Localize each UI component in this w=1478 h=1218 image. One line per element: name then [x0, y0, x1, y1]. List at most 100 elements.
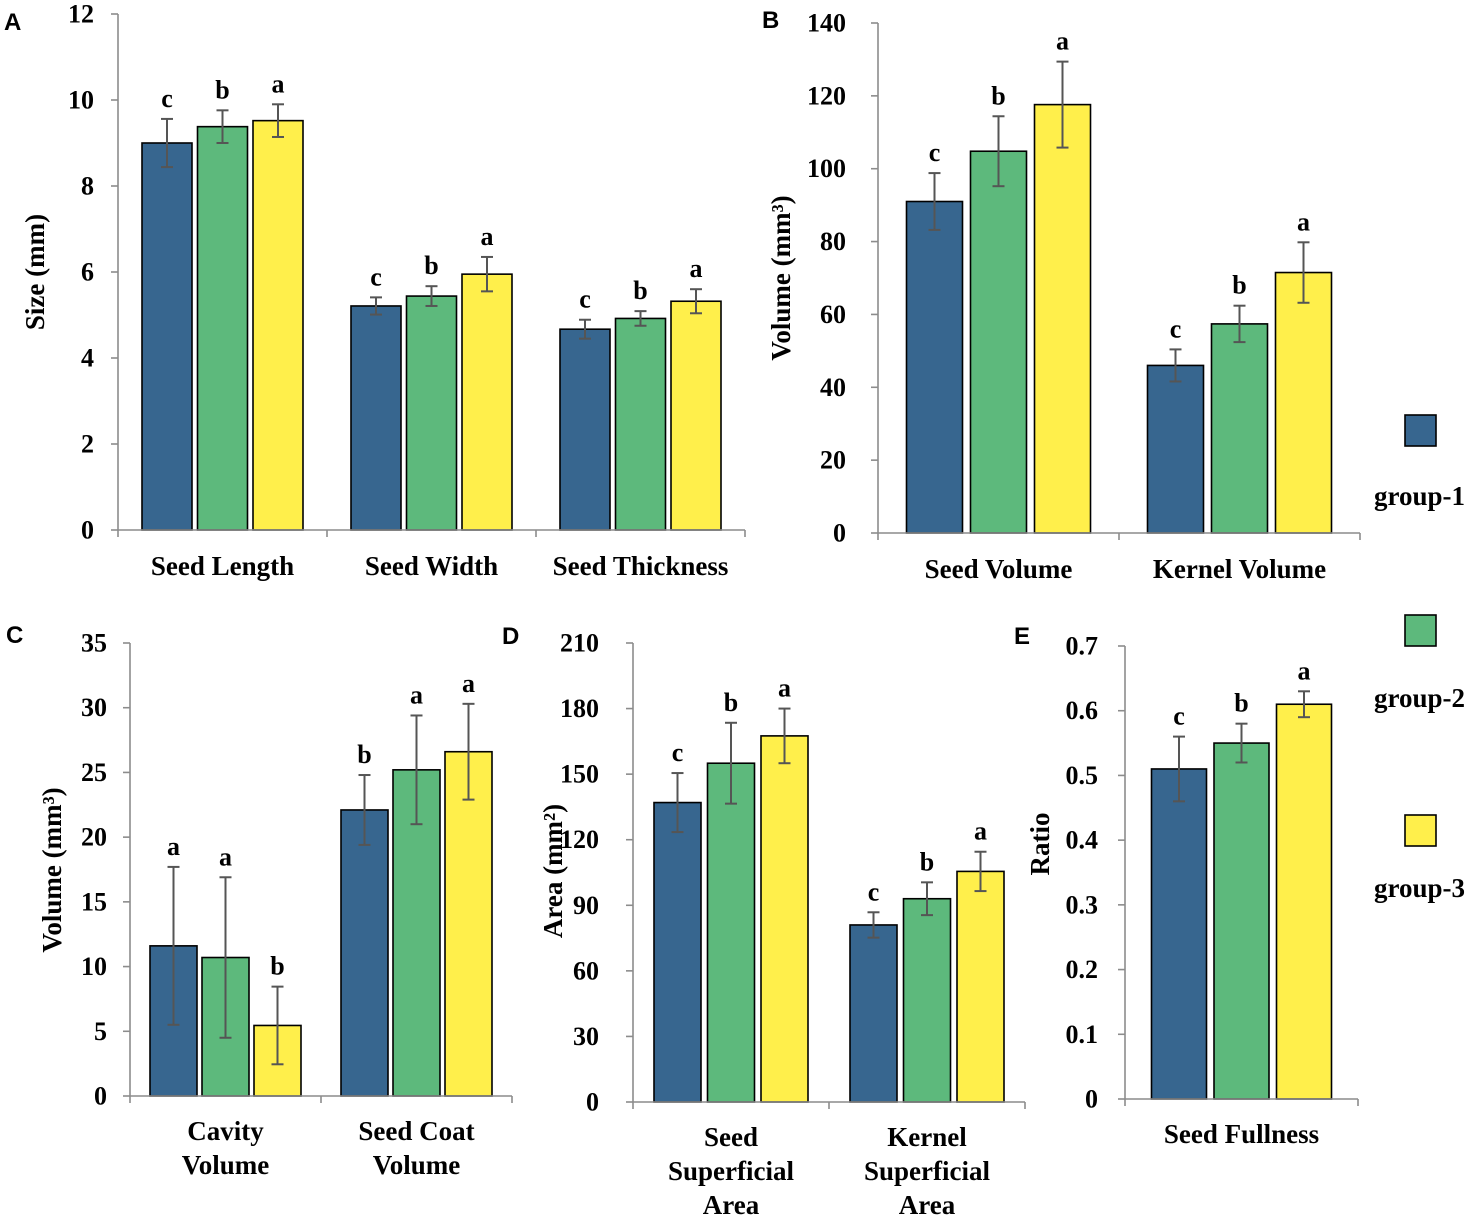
- significance-letter: a: [167, 832, 180, 861]
- significance-letter: a: [1298, 656, 1311, 685]
- bar-group-1-kernel-superficial-area: [849, 924, 898, 1103]
- y-tick-label: 0: [1085, 1085, 1098, 1114]
- significance-letter: a: [410, 680, 423, 709]
- y-tick-label: 0.2: [1066, 955, 1099, 984]
- y-tick-label: 0.1: [1066, 1020, 1099, 1049]
- significance-letter: c: [868, 877, 880, 906]
- y-axis-title: Volume (mm³): [37, 787, 67, 952]
- bar-group-3-kernel-volume: [1274, 271, 1333, 534]
- panel-b: 0 20 40 60 80 100 120 140 c c b b a a Seed Volume Kerne…: [762, 7, 1361, 584]
- bar-group-1-seed-width: [350, 305, 402, 531]
- y-axis-title: Volume (mm³): [766, 195, 796, 360]
- category-label: Area: [703, 1190, 760, 1218]
- category-label: Seed Length: [151, 551, 294, 581]
- panel-c: 0 5 10 15 20 25 30 35 a b a a b a Cavity Volume Seed Coa…: [6, 622, 513, 1180]
- y-tick-label: 0.3: [1066, 890, 1099, 919]
- panel-e: 0 0.1 0.2 0.3 0.4 0.5 0.6 0.7 c b a Seed Fullness Ra…: [1014, 623, 1359, 1149]
- error-bar: [634, 310, 647, 327]
- error-bar: [167, 865, 180, 1026]
- category-label: Seed Thickness: [553, 551, 729, 581]
- y-tick-label: 120: [807, 81, 846, 110]
- significance-letter: c: [1170, 314, 1182, 343]
- y-tick-label: 25: [81, 758, 107, 787]
- bar-group-2-seed-width: [405, 295, 458, 531]
- legend-item-group-1: group-1: [1374, 414, 1465, 511]
- y-tick-label: 180: [560, 694, 599, 723]
- y-tick-label: 12: [68, 0, 94, 29]
- legend-label: group-2: [1374, 683, 1465, 713]
- category-label: Cavity: [187, 1116, 264, 1146]
- y-tick-label: 0: [833, 519, 846, 548]
- y-tick-label: 5: [94, 1017, 107, 1046]
- bars: [141, 119, 722, 531]
- significance-letter: a: [219, 842, 232, 871]
- error-bar: [272, 103, 284, 138]
- error-bar: [1233, 304, 1246, 344]
- bar-group-2-seed-thickness: [614, 317, 667, 531]
- error-bar: [425, 285, 438, 307]
- significance-letter: a: [272, 69, 285, 98]
- y-tick-label: 140: [807, 9, 846, 38]
- category-label: Area: [899, 1190, 956, 1218]
- y-tick-label: 30: [573, 1022, 599, 1051]
- y-tick-label: 0.4: [1066, 826, 1099, 855]
- y-axis-title: Size (mm): [20, 214, 50, 330]
- significance-letter: a: [690, 254, 703, 283]
- y-tick-label: 15: [81, 887, 107, 916]
- significance-letter: b: [270, 952, 284, 981]
- legend-item-group-3: group-3: [1374, 814, 1465, 903]
- y-tick-label: 8: [81, 172, 94, 201]
- y-tick-label: 90: [573, 891, 599, 920]
- panel-label: A: [4, 9, 21, 36]
- significance-letter: c: [161, 84, 173, 113]
- panel-label: E: [1014, 623, 1030, 650]
- bars: [149, 750, 493, 1097]
- y-tick-label: 10: [68, 86, 94, 115]
- panel-label: D: [502, 623, 519, 650]
- significance-letter: a: [1297, 207, 1310, 236]
- error-bar: [216, 109, 229, 144]
- legend-item-group-2: group-2: [1374, 614, 1465, 713]
- bar-group-1-seed-length: [141, 142, 193, 531]
- bar-group-2-seed-superficial-area: [706, 762, 756, 1103]
- significance-letter: b: [1234, 689, 1248, 718]
- error-bar: [370, 296, 382, 316]
- panel-label: B: [762, 7, 779, 34]
- y-tick-label: 0: [94, 1082, 107, 1111]
- bar-group-1-seed-volume: [905, 200, 964, 534]
- y-tick-label: 30: [81, 693, 107, 722]
- y-tick-label: 210: [560, 629, 599, 658]
- error-bar: [358, 774, 371, 846]
- y-tick-label: 40: [820, 373, 846, 402]
- significance-letter: c: [672, 738, 684, 767]
- y-tick-label: 35: [81, 629, 107, 658]
- error-bar: [867, 911, 880, 939]
- category-label: Seed Width: [365, 551, 498, 581]
- significance-letter: a: [974, 817, 987, 846]
- category-label: Volume: [373, 1150, 461, 1180]
- bars: [905, 103, 1333, 534]
- panel-d: 0 30 60 90 120 150 180 210 c c b b a a Seed Superficial…: [502, 623, 1026, 1218]
- error-bar: [928, 172, 941, 231]
- legend-swatch: [1404, 614, 1437, 647]
- y-tick-label: 0.5: [1066, 761, 1099, 790]
- legend: group-1 group-2 group-3: [1374, 414, 1465, 903]
- bar-group-2-seed-volume: [969, 150, 1028, 534]
- significance-letter: b: [357, 740, 371, 769]
- bar-group-3-kernel-superficial-area: [956, 870, 1005, 1103]
- bar-group-2-kernel-volume: [1210, 323, 1269, 534]
- category-label: Kernel: [887, 1122, 967, 1152]
- y-tick-label: 100: [807, 154, 846, 183]
- category-label: Seed Coat: [358, 1116, 474, 1146]
- panel-label: C: [6, 622, 23, 649]
- y-tick-label: 2: [81, 430, 94, 459]
- significance-letter: b: [1232, 271, 1246, 300]
- y-tick-label: 0.7: [1066, 632, 1099, 661]
- significance-letter: c: [1173, 702, 1185, 731]
- error-bar: [690, 288, 702, 315]
- bar-group-3-seed-length: [252, 119, 304, 531]
- bar-group-3-seed-thickness: [670, 300, 722, 531]
- category-label: Seed: [704, 1122, 758, 1152]
- significance-letter: b: [215, 75, 229, 104]
- error-bar: [1297, 241, 1310, 304]
